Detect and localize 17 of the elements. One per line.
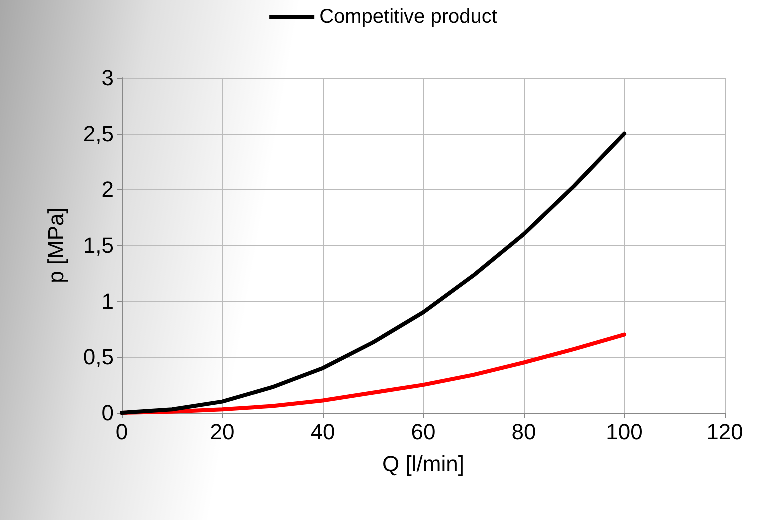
y-tick-label: 3 <box>102 66 114 90</box>
y-axis-title: p [MPa] <box>44 208 68 284</box>
x-tick-label: 100 <box>606 420 643 444</box>
x-axis-title: Q [l/min] <box>382 452 464 476</box>
x-tick-label: 40 <box>310 420 336 444</box>
x-tick-label: 120 <box>706 420 744 444</box>
legend-label: Competitive product <box>320 6 498 28</box>
y-tick-label: 1 <box>102 288 114 314</box>
x-tick-label: 80 <box>512 420 536 444</box>
y-tick-label: 2,5 <box>83 121 114 146</box>
x-tick-label: 20 <box>210 420 235 444</box>
line-series <box>120 132 626 415</box>
y-tick-label: 2 <box>102 177 114 202</box>
y-tick-label: 1,5 <box>83 233 114 258</box>
y-tick-label: 0 <box>102 400 114 426</box>
x-tick-label: 60 <box>411 420 436 444</box>
y-tick-label: 0,5 <box>83 344 114 370</box>
